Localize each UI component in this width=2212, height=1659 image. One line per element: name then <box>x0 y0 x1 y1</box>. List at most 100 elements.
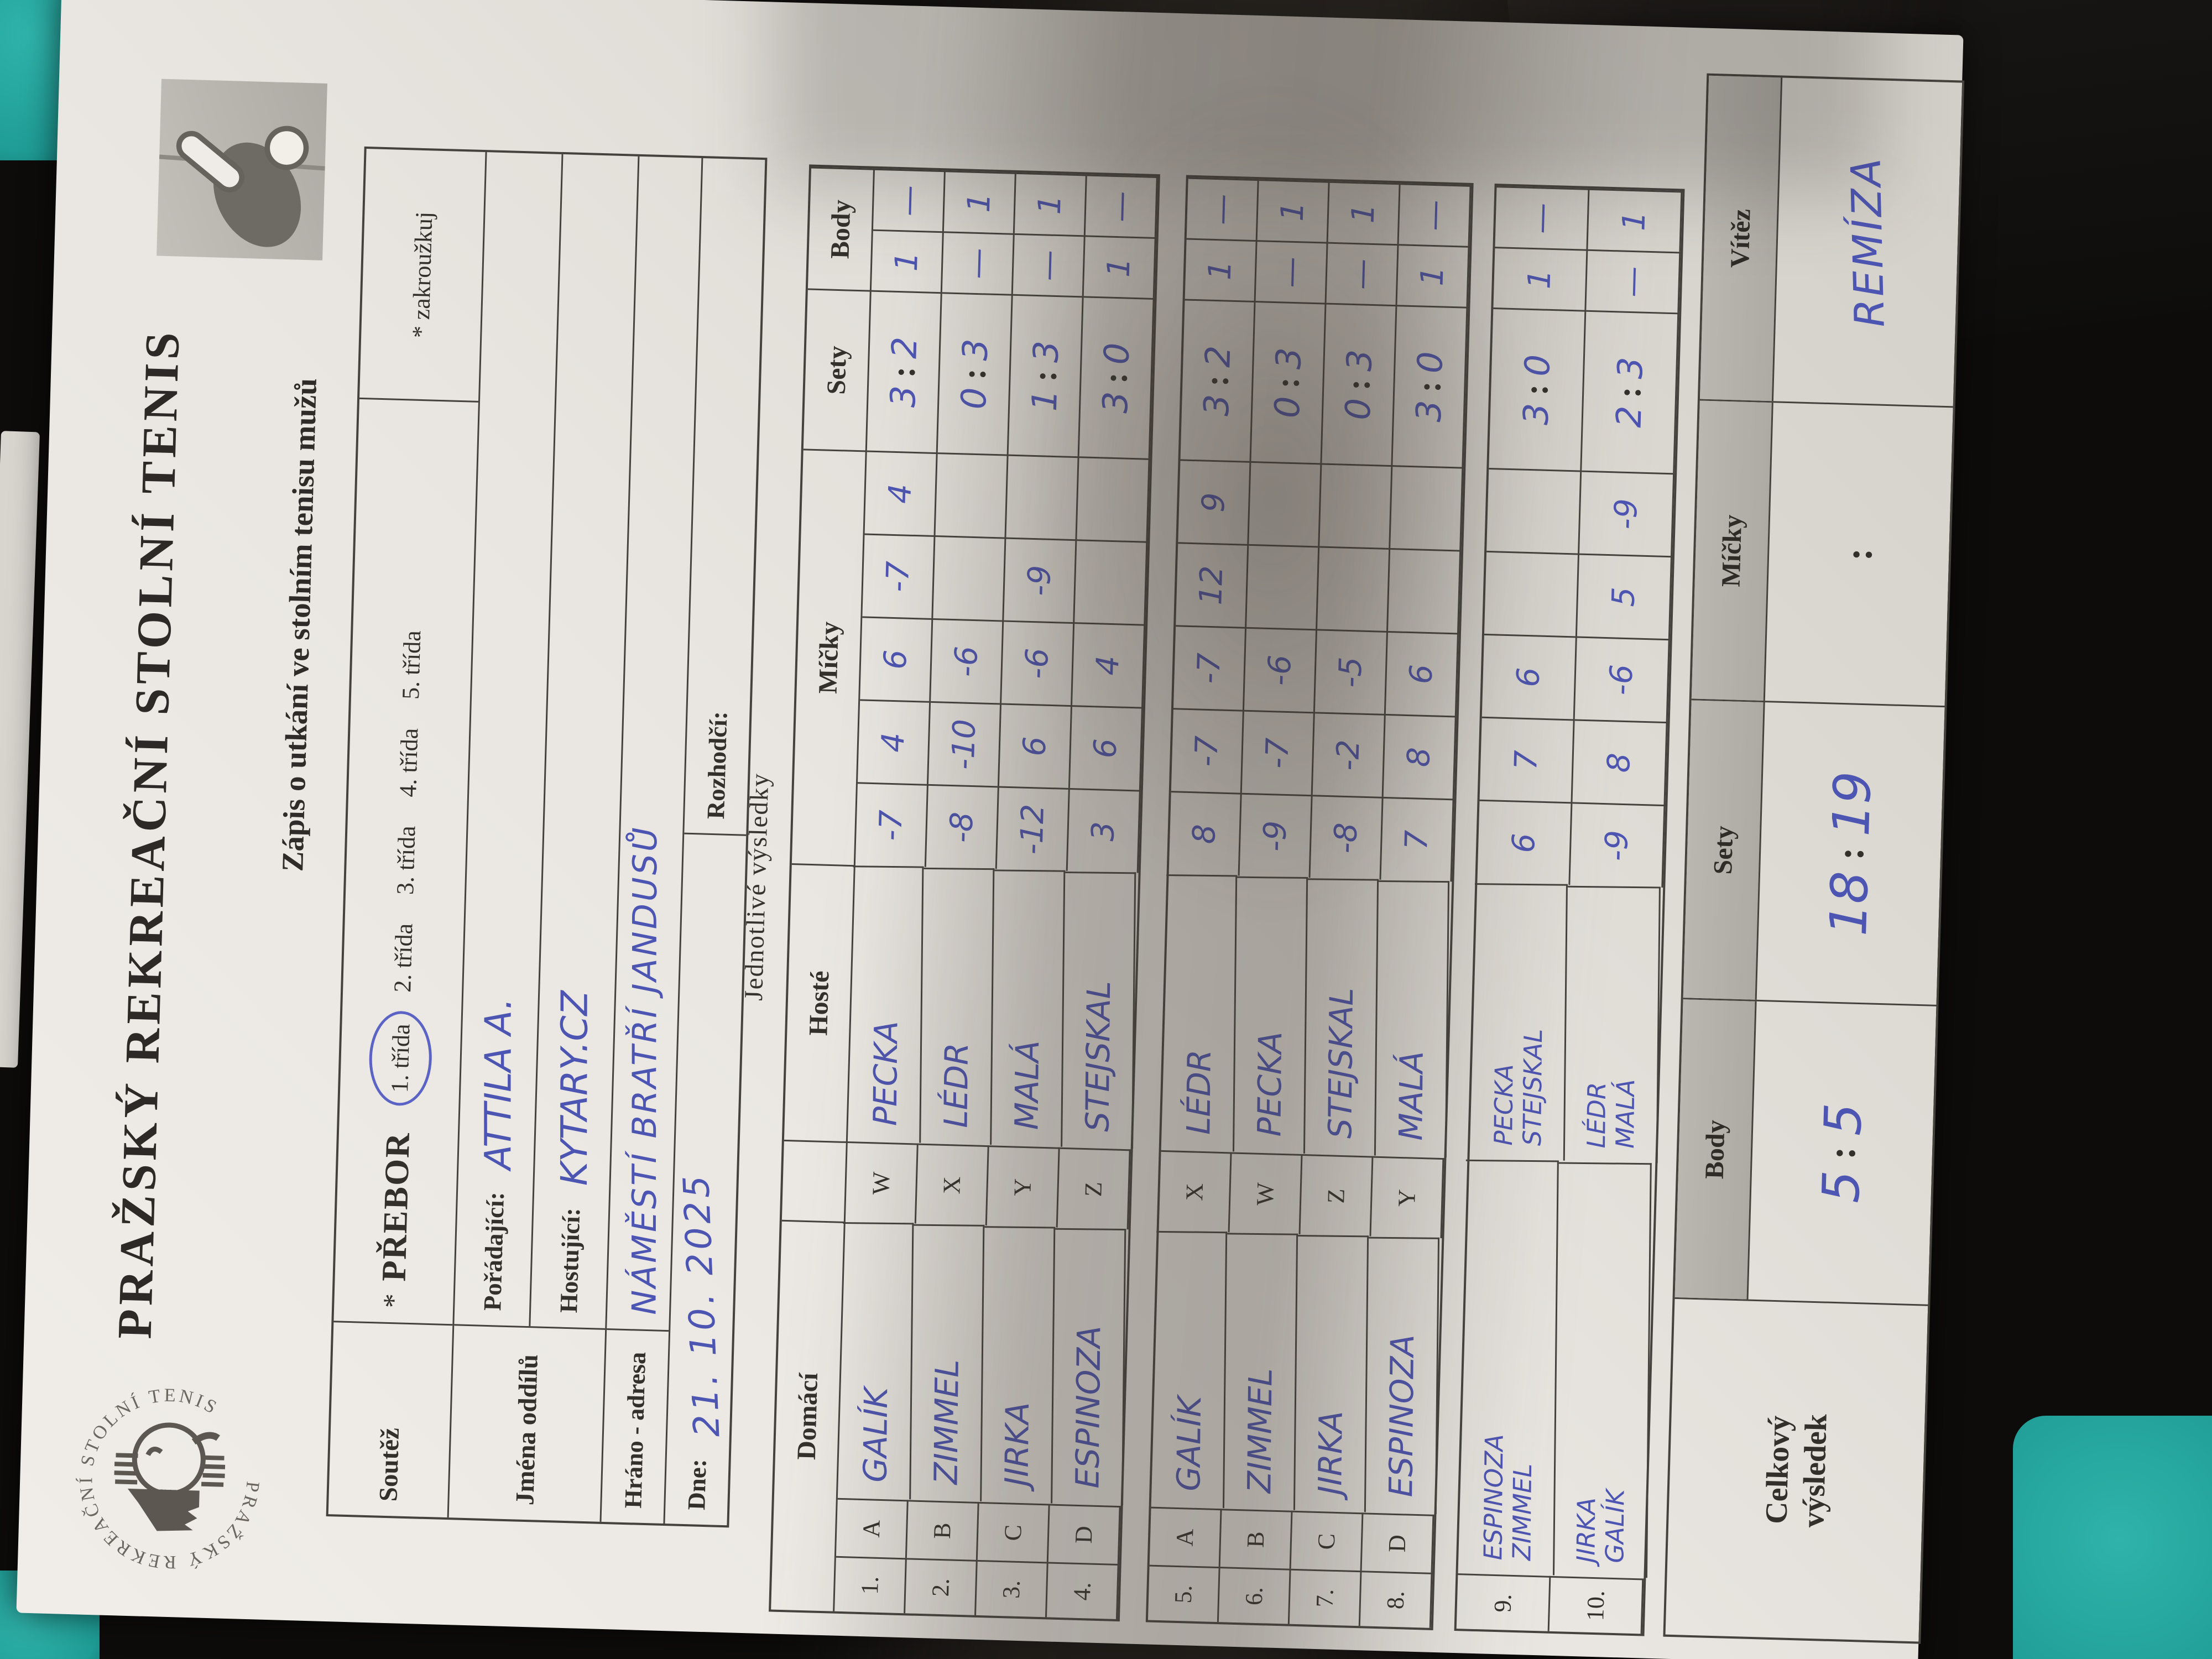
total-body-guest: 5 <box>1813 1102 1874 1136</box>
home-point-mark: — <box>1586 249 1681 313</box>
total-label-cell: Celkový výsledek <box>1665 1297 1928 1642</box>
sets-score-cell: 2: 3 <box>1582 310 1679 473</box>
home-point-mark: 1 <box>1493 247 1588 310</box>
player-letter: C <box>1291 1510 1364 1571</box>
guest-point-mark: — <box>1495 186 1590 249</box>
pairing-code: W <box>845 1141 919 1224</box>
set-ball-score: 7 <box>1479 716 1575 802</box>
pairing-code: Z <box>1300 1154 1374 1237</box>
set-ball-score: -9 <box>1570 802 1666 888</box>
set-ball-score: 6 <box>1477 799 1573 885</box>
set-ball-score <box>1486 467 1582 554</box>
guest-team-label: Hostující: <box>554 1207 585 1313</box>
sets-home: 0 <box>1266 395 1308 419</box>
set-ball-score <box>1388 548 1462 633</box>
sets-guest: 3 <box>954 338 996 362</box>
total-sets-guest: 19 <box>1822 770 1883 837</box>
set-ball-score: -7 <box>855 782 928 867</box>
set-ball-score: -10 <box>928 701 1002 786</box>
sets-guest: 2 <box>1197 345 1239 368</box>
player-letter: C <box>977 1501 1050 1562</box>
pairing-code: Y <box>1371 1156 1444 1239</box>
soutez-label: Soutěž <box>373 1427 405 1502</box>
sets-guest: 3 <box>1339 349 1380 372</box>
set-ball-score: 8 <box>1572 719 1668 805</box>
total-winner-header: Vítěz <box>1699 75 1783 401</box>
home-player-name: ZIMMEL <box>911 1224 985 1501</box>
total-balls-value: : <box>1765 403 1953 706</box>
set-ball-score: -6 <box>1001 620 1075 706</box>
player-letter: A <box>836 1498 909 1558</box>
home-point-mark: — <box>942 231 1015 294</box>
pairing-code: Y <box>987 1145 1060 1228</box>
row-number: 5. <box>1147 1564 1220 1623</box>
colon-mark: : <box>1837 547 1881 562</box>
set-ball-score: 7 <box>1381 796 1454 882</box>
guest-point-mark: 1 <box>1588 188 1683 252</box>
pair-player-name: JIRKA <box>1571 1497 1601 1563</box>
set-ball-score <box>1484 550 1580 637</box>
pairing-code: X <box>916 1143 989 1226</box>
set-ball-score: -2 <box>1312 712 1386 797</box>
code-header <box>781 1139 848 1222</box>
set-ball-score: 6 <box>1070 705 1144 790</box>
sets-guest: 3 <box>1025 340 1067 363</box>
referee-label: Rozhodčí: <box>702 711 733 820</box>
set-ball-score: -9 <box>1239 792 1313 878</box>
singles-table-1: Domácí Hosté Míčky Sety Body 1. A GALÍK W PE… <box>769 164 1160 1622</box>
total-sets-home: 18 <box>1818 870 1880 937</box>
set-ball-score: 6 <box>860 616 933 701</box>
total-balls-header: Míčky <box>1691 401 1773 701</box>
sets-score-cell: 0: 3 <box>937 292 1013 455</box>
guest-point-mark: — <box>1085 174 1158 237</box>
guest-header: Hosté <box>784 863 855 1142</box>
sets-home: 3 <box>1408 399 1449 423</box>
set-ball-score: -7 <box>1171 708 1244 793</box>
points-header: Body <box>807 166 875 290</box>
sets-score-cell: 1: 3 <box>1008 294 1084 457</box>
total-label-line1: Celkový <box>1759 1415 1797 1525</box>
pairing-code: W <box>1229 1152 1303 1234</box>
colon-mark: : <box>955 368 993 380</box>
set-ball-score: -6 <box>1244 627 1318 712</box>
form-subtitle: Zápis o utkání ve stolním tenisu mužů <box>275 378 324 872</box>
home-point-mark: 1 <box>871 229 944 293</box>
pair-player-name: GALÍK <box>1599 1489 1630 1563</box>
set-ball-score: 9 <box>1178 459 1251 544</box>
set-ball-score: 4 <box>858 699 931 784</box>
guest-pair-names: LÉDR MALÁ <box>1564 885 1661 1164</box>
guest-player-name: LÉDR <box>921 867 995 1145</box>
set-ball-score <box>1317 546 1391 631</box>
set-ball-score <box>933 535 1006 620</box>
set-ball-score: 5 <box>1577 553 1673 639</box>
set-ball-score: 3 <box>1067 788 1141 873</box>
svg-text:PRAŽSKÝ REKREAČNÍ STOLNÍ TENIS: PRAŽSKÝ REKREAČNÍ STOLNÍ TENIS <box>74 1383 266 1575</box>
logo-abbr: PRST <box>152 1486 178 1499</box>
match-form-paper: PRAŽSKÝ REKREAČNÍ STOLNÍ TENIS PRST PRAŽ… <box>16 0 1965 1659</box>
set-ball-score: 4 <box>1072 622 1146 707</box>
total-body-value: 5 : 5 <box>1749 1001 1937 1304</box>
home-player-name: ZIMMEL <box>1224 1233 1298 1510</box>
sets-guest: 2 <box>884 336 925 359</box>
zakrouzkuj-cell: * zakroužkuj <box>359 149 485 401</box>
sets-home: 0 <box>953 387 995 410</box>
sets-guest: 0 <box>1517 354 1558 377</box>
pairing-code: Z <box>1057 1147 1131 1230</box>
guest-point-mark: — <box>873 168 946 232</box>
sets-home: 3 <box>1515 403 1557 426</box>
class-option: 5. třída <box>397 630 426 700</box>
colon-mark: : <box>1820 1146 1864 1160</box>
set-ball-score <box>1249 461 1322 546</box>
class-option: 2. třída <box>389 923 418 993</box>
total-sets-value: 18 : 19 <box>1757 702 1945 1005</box>
guest-player-name: STEJSKAL <box>1305 878 1379 1156</box>
total-body-home: 5 <box>1811 1170 1872 1204</box>
home-point-mark: — <box>1326 242 1399 305</box>
colon-mark: : <box>1198 374 1236 387</box>
colon-mark: : <box>1517 383 1556 397</box>
total-body-column: Body 5 : 5 <box>1674 998 1937 1305</box>
total-result-table: Celkový výsledek Body 5 : 5 Sety 18 : 19 <box>1663 73 1965 1644</box>
sets-home: 2 <box>1608 405 1650 429</box>
home-player-name: ESPINOZA <box>1052 1228 1126 1506</box>
sets-guest: 0 <box>1410 351 1451 374</box>
